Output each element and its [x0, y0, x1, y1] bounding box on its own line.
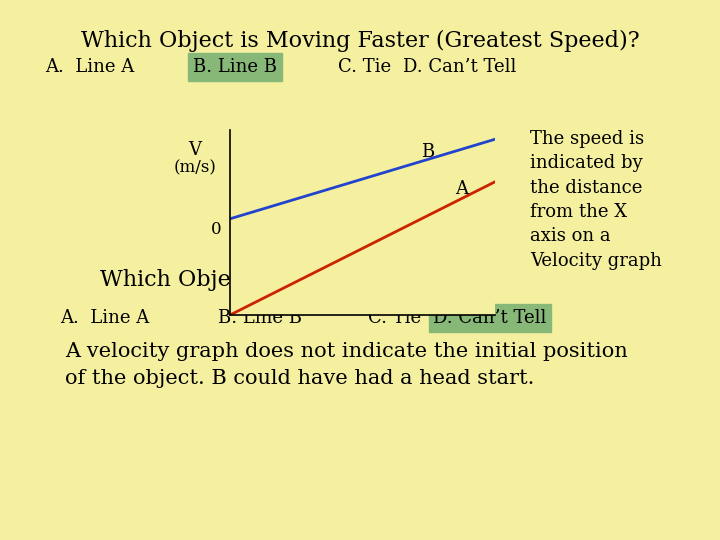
- Text: B. Line B: B. Line B: [218, 309, 302, 327]
- Text: B: B: [420, 143, 434, 161]
- Text: Which Object is Moving Faster (Greatest Speed)?: Which Object is Moving Faster (Greatest …: [81, 30, 639, 52]
- Text: (m/s): (m/s): [174, 159, 217, 177]
- Text: D. Can’t Tell: D. Can’t Tell: [433, 309, 546, 327]
- Text: A.  Line A: A. Line A: [45, 58, 135, 76]
- Text: 0: 0: [212, 221, 222, 239]
- Text: A.  Line A: A. Line A: [60, 309, 150, 327]
- Text: A velocity graph does not indicate the initial position
of the object. B could h: A velocity graph does not indicate the i…: [65, 342, 628, 388]
- Text: Which Object is Ahead?: Which Object is Ahead?: [100, 269, 368, 291]
- Text: C. Tie: C. Tie: [369, 309, 422, 327]
- Text: V: V: [189, 141, 202, 159]
- Text: A: A: [455, 180, 468, 198]
- Text: D. Can’t Tell: D. Can’t Tell: [403, 58, 517, 76]
- Text: t (sec): t (sec): [333, 244, 387, 261]
- Text: C. Tie: C. Tie: [338, 58, 392, 76]
- Text: The speed is
indicated by
the distance
from the X
axis on a
Velocity graph: The speed is indicated by the distance f…: [530, 130, 662, 269]
- Text: B. Line B: B. Line B: [193, 58, 277, 76]
